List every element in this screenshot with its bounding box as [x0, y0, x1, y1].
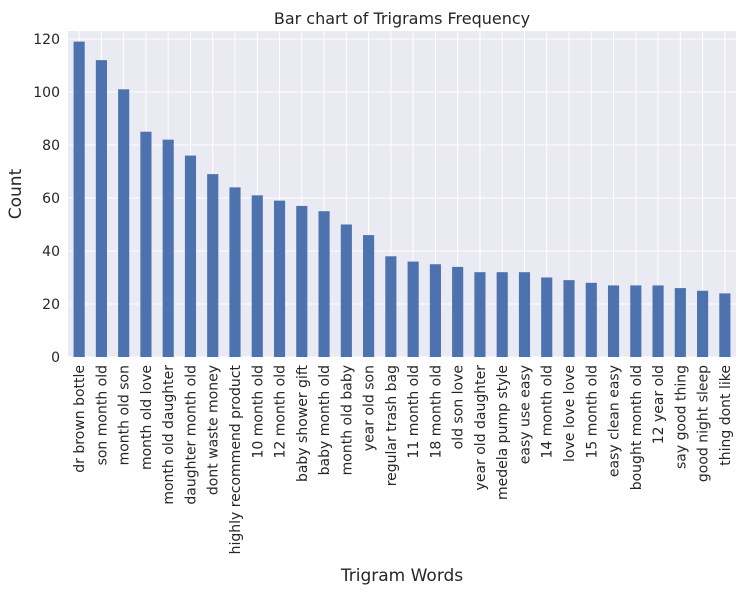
x-tick-label: year old son	[362, 365, 378, 451]
bar	[474, 272, 486, 357]
y-tick-label: 80	[42, 138, 60, 154]
bar	[229, 187, 241, 357]
x-tick-label: 11 month old	[406, 365, 422, 459]
y-tick-label: 20	[42, 297, 60, 313]
bar	[607, 285, 620, 357]
bar	[652, 285, 664, 357]
y-axis-label: Count	[6, 168, 26, 219]
y-tick-label: 40	[42, 244, 60, 260]
x-tick-label: 15 month old	[584, 365, 600, 459]
x-tick-label: say good thing	[673, 365, 689, 469]
bar	[73, 41, 85, 358]
y-tick-label: 100	[33, 85, 60, 101]
x-tick-label: year old daughter	[473, 365, 489, 491]
bar	[541, 277, 553, 357]
x-tick-label: medela pump style	[495, 365, 511, 500]
bar	[162, 139, 174, 357]
bar	[630, 285, 642, 357]
bar	[140, 131, 152, 357]
bar	[429, 264, 441, 357]
x-tick-label: 18 month old	[428, 365, 444, 459]
x-tick-label: baby month old	[317, 365, 333, 475]
x-tick-label: 12 year old	[651, 365, 667, 444]
bar	[697, 290, 709, 357]
bar	[251, 195, 263, 357]
bar	[118, 89, 130, 357]
x-tick-labels: dr brown bottle son month old month old so…	[72, 364, 734, 554]
y-tick-label: 0	[51, 350, 60, 366]
y-tick-labels: 0 20 40 60 80 100 120	[33, 32, 60, 366]
x-tick-label: dr brown bottle	[72, 365, 88, 473]
bar	[407, 261, 419, 357]
x-tick-label: easy clean easy	[607, 365, 623, 477]
bar	[184, 155, 197, 357]
bar	[340, 224, 352, 357]
bar	[563, 280, 575, 357]
x-tick-label: daughter month old	[183, 365, 199, 505]
x-axis-label: Trigram Words	[340, 566, 463, 586]
x-tick-label: 12 month old	[273, 365, 289, 459]
bar	[296, 205, 308, 357]
bar	[385, 256, 397, 357]
y-tick-label: 120	[33, 32, 60, 48]
x-tick-label: love love love	[562, 365, 578, 462]
bar	[518, 272, 531, 357]
x-tick-label: old son love	[451, 365, 467, 449]
bar	[95, 60, 107, 357]
x-tick-label: dont waste money	[206, 365, 222, 495]
y-tick-label: 60	[42, 191, 60, 207]
x-tick-label: baby shower gift	[295, 364, 311, 482]
bar	[496, 272, 508, 357]
bar	[452, 266, 464, 357]
x-tick-label: month old love	[139, 365, 155, 470]
bar	[719, 293, 731, 357]
x-tick-label: month old baby	[339, 365, 355, 475]
x-tick-label: 14 month old	[540, 365, 556, 459]
chart-title: Bar chart of Trigrams Frequency	[274, 9, 530, 28]
bar	[318, 211, 330, 357]
x-tick-label: month old son	[117, 365, 133, 465]
x-tick-label: bought month old	[629, 365, 645, 490]
x-tick-label: 10 month old	[250, 365, 266, 459]
bar	[207, 174, 219, 357]
bar	[674, 288, 686, 357]
bars	[73, 41, 731, 358]
x-tick-label: regular trash bag	[384, 365, 400, 486]
x-tick-label: good night sleep	[696, 365, 712, 482]
x-tick-label: son month old	[94, 365, 110, 465]
bar	[363, 235, 375, 357]
plot-background	[68, 31, 736, 357]
x-tick-label: thing dont like	[718, 365, 734, 466]
x-tick-label: easy use easy	[517, 365, 533, 464]
bar	[273, 200, 286, 357]
bar	[585, 282, 597, 357]
x-tick-label: highly recommend product	[228, 364, 244, 554]
x-tick-label: month old daughter	[161, 365, 177, 505]
